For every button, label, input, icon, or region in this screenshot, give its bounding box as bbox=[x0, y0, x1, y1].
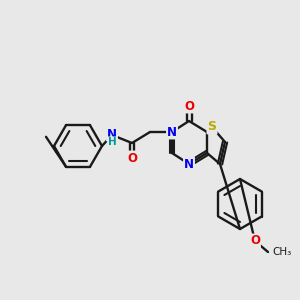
Text: O: O bbox=[250, 235, 260, 248]
Text: H: H bbox=[108, 137, 116, 147]
Text: N: N bbox=[167, 125, 177, 139]
Text: N: N bbox=[184, 158, 194, 170]
Text: S: S bbox=[208, 121, 217, 134]
Text: O: O bbox=[127, 152, 137, 164]
Text: O: O bbox=[184, 100, 194, 112]
Text: CH₃: CH₃ bbox=[272, 247, 291, 257]
Text: N: N bbox=[107, 128, 117, 140]
